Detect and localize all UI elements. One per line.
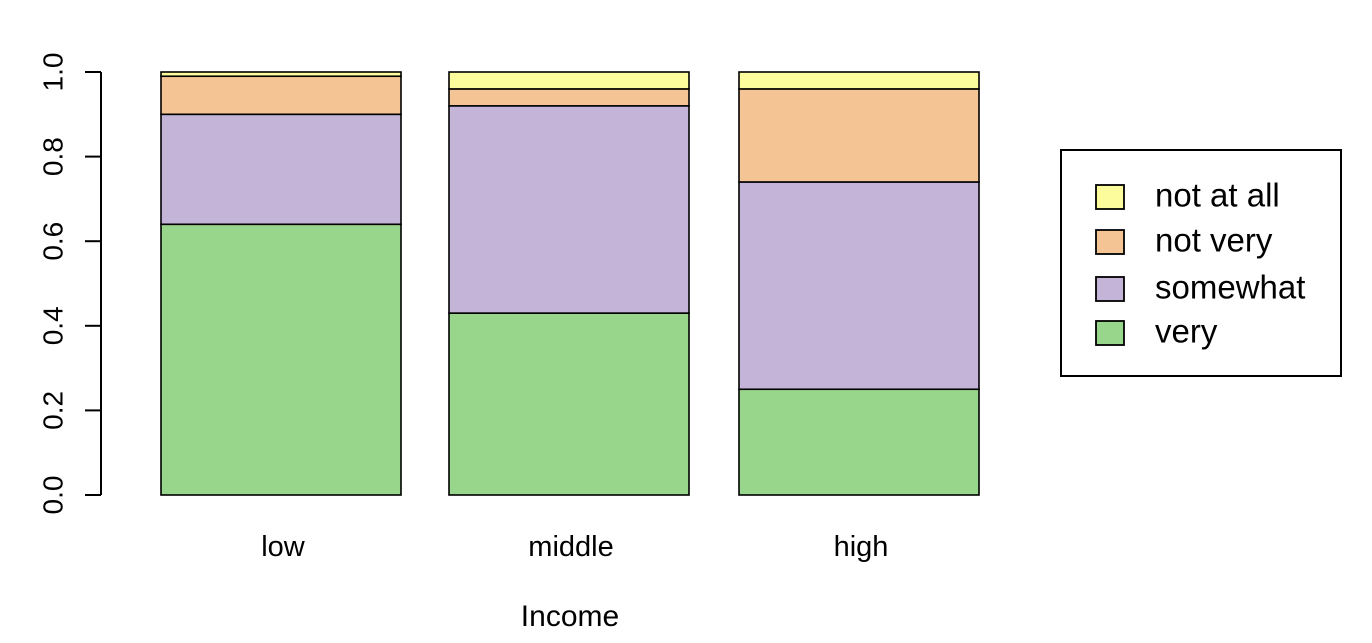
- bar-segment-middle-not-very: [448, 88, 690, 107]
- legend-label-not-at-all: not at all: [1155, 177, 1280, 214]
- bar-segment-low-somewhat: [160, 113, 402, 226]
- legend-swatch-not-at-all: [1095, 184, 1125, 210]
- y-axis: 0.0 0.2 0.4 0.6 0.8 1.0: [37, 53, 102, 515]
- legend-swatch-somewhat: [1095, 276, 1125, 302]
- y-tick-label: 0.2: [37, 391, 68, 430]
- legend-swatch-not-very: [1095, 229, 1125, 255]
- legend-label-somewhat: somewhat: [1155, 269, 1305, 306]
- x-tick-label-middle: middle: [528, 531, 613, 563]
- bar-segment-low-very: [160, 223, 402, 496]
- legend-swatch-very: [1095, 320, 1125, 346]
- bar-segment-high-somewhat: [738, 181, 980, 391]
- x-tick-label-high: high: [834, 531, 889, 563]
- bar-segment-middle-not-at-all: [448, 71, 690, 90]
- x-axis-title: Income: [521, 600, 619, 633]
- y-tick-label: 0.6: [37, 222, 68, 261]
- bar-segment-middle-somewhat: [448, 105, 690, 314]
- y-tick-label: 0.8: [37, 137, 68, 176]
- bar-segment-middle-very: [448, 312, 690, 496]
- bars-layer: [160, 71, 980, 496]
- legend-label-very: very: [1155, 313, 1218, 350]
- x-axis: Income low middle high: [261, 531, 888, 633]
- bar-segment-low-not-very: [160, 75, 402, 116]
- y-tick-label: 1.0: [37, 53, 68, 92]
- y-tick-label: 0.0: [37, 476, 68, 515]
- bar-segment-high-not-very: [738, 88, 980, 183]
- legend: not at all not very somewhat very: [1060, 149, 1342, 377]
- bar-segment-high-not-at-all: [738, 71, 980, 90]
- legend-label-not-very: not very: [1155, 222, 1273, 259]
- x-tick-label-low: low: [261, 531, 306, 563]
- legend-items: not at all not very somewhat very: [1095, 177, 1305, 350]
- bar-segment-low-not-at-all: [160, 71, 402, 78]
- y-tick-label: 0.4: [37, 306, 68, 345]
- bar-segment-high-very: [738, 388, 980, 496]
